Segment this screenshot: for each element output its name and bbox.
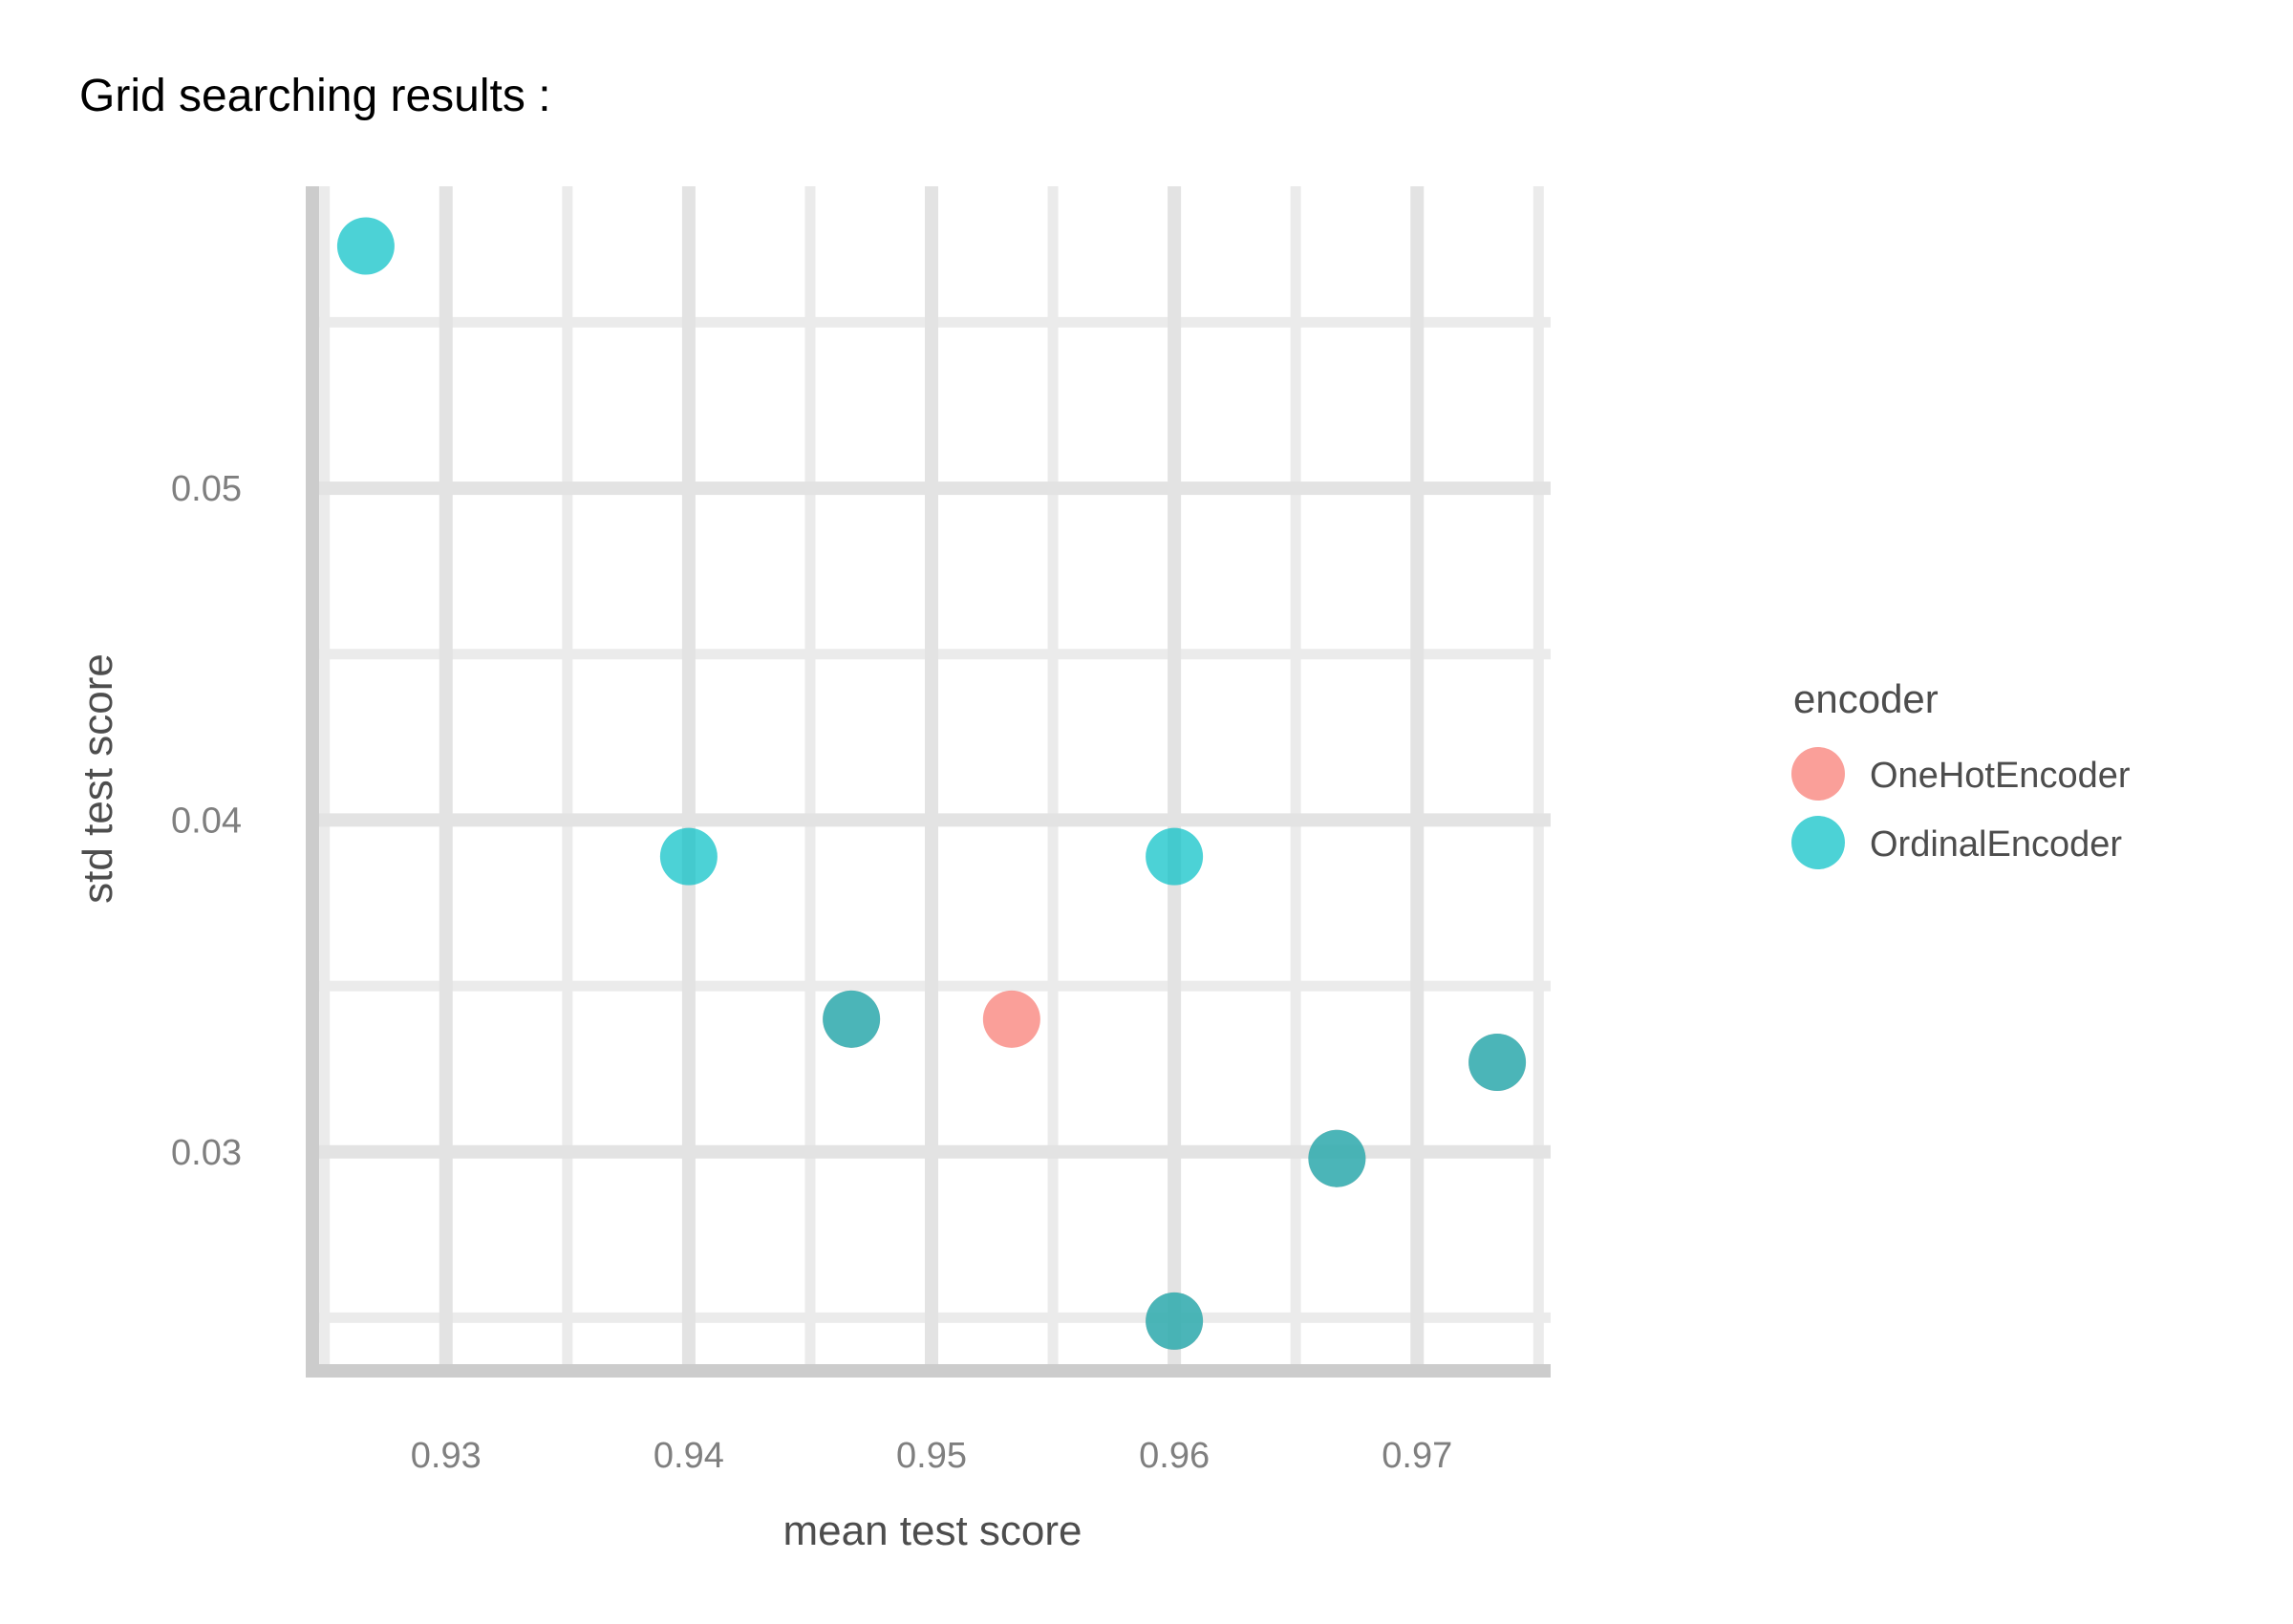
- legend-items: OneHotEncoder OrdinalEncoder: [1791, 747, 2131, 869]
- chart-title: Grid searching results :: [79, 71, 551, 121]
- point-ordinalencoder: [659, 827, 718, 886]
- point-ordinalencoder: [1308, 1129, 1366, 1187]
- point-ordinalencoder: [1146, 827, 1204, 886]
- grid: [312, 186, 1551, 1371]
- y-tick-label: 0.04: [171, 801, 242, 841]
- y-tick-label: 0.05: [171, 469, 242, 509]
- legend-key-ordinalencoder: [1791, 816, 1845, 869]
- point-onehotencoder: [982, 990, 1040, 1048]
- data-points: [336, 217, 1527, 1350]
- point-ordinalencoder: [1468, 1033, 1527, 1091]
- legend-title: encoder: [1793, 676, 1939, 721]
- y-tick-label: 0.03: [171, 1133, 242, 1173]
- x-axis-label: mean test score: [782, 1507, 1082, 1554]
- legend-key-onehotencoder: [1791, 747, 1845, 801]
- y-axis-label: std test score: [75, 653, 121, 904]
- legend-label-onehotencoder: OneHotEncoder: [1870, 756, 2131, 796]
- x-tick-label: 0.97: [1382, 1436, 1452, 1476]
- axes: [306, 186, 1551, 1378]
- x-tick-label: 0.93: [411, 1436, 482, 1476]
- point-ordinalencoder: [336, 217, 395, 275]
- legend: encoder OneHotEncoder OrdinalEncoder: [1791, 676, 2131, 869]
- legend-label-ordinalencoder: OrdinalEncoder: [1870, 824, 2122, 865]
- tick-labels: 0.93 0.94 0.95 0.96 0.97 0.03 0.04 0.05: [171, 469, 1452, 1476]
- x-tick-label: 0.94: [654, 1436, 724, 1476]
- point-ordinalencoder: [1146, 1292, 1204, 1350]
- x-tick-label: 0.95: [896, 1436, 967, 1476]
- point-ordinalencoder: [823, 990, 881, 1048]
- x-tick-label: 0.96: [1139, 1436, 1210, 1476]
